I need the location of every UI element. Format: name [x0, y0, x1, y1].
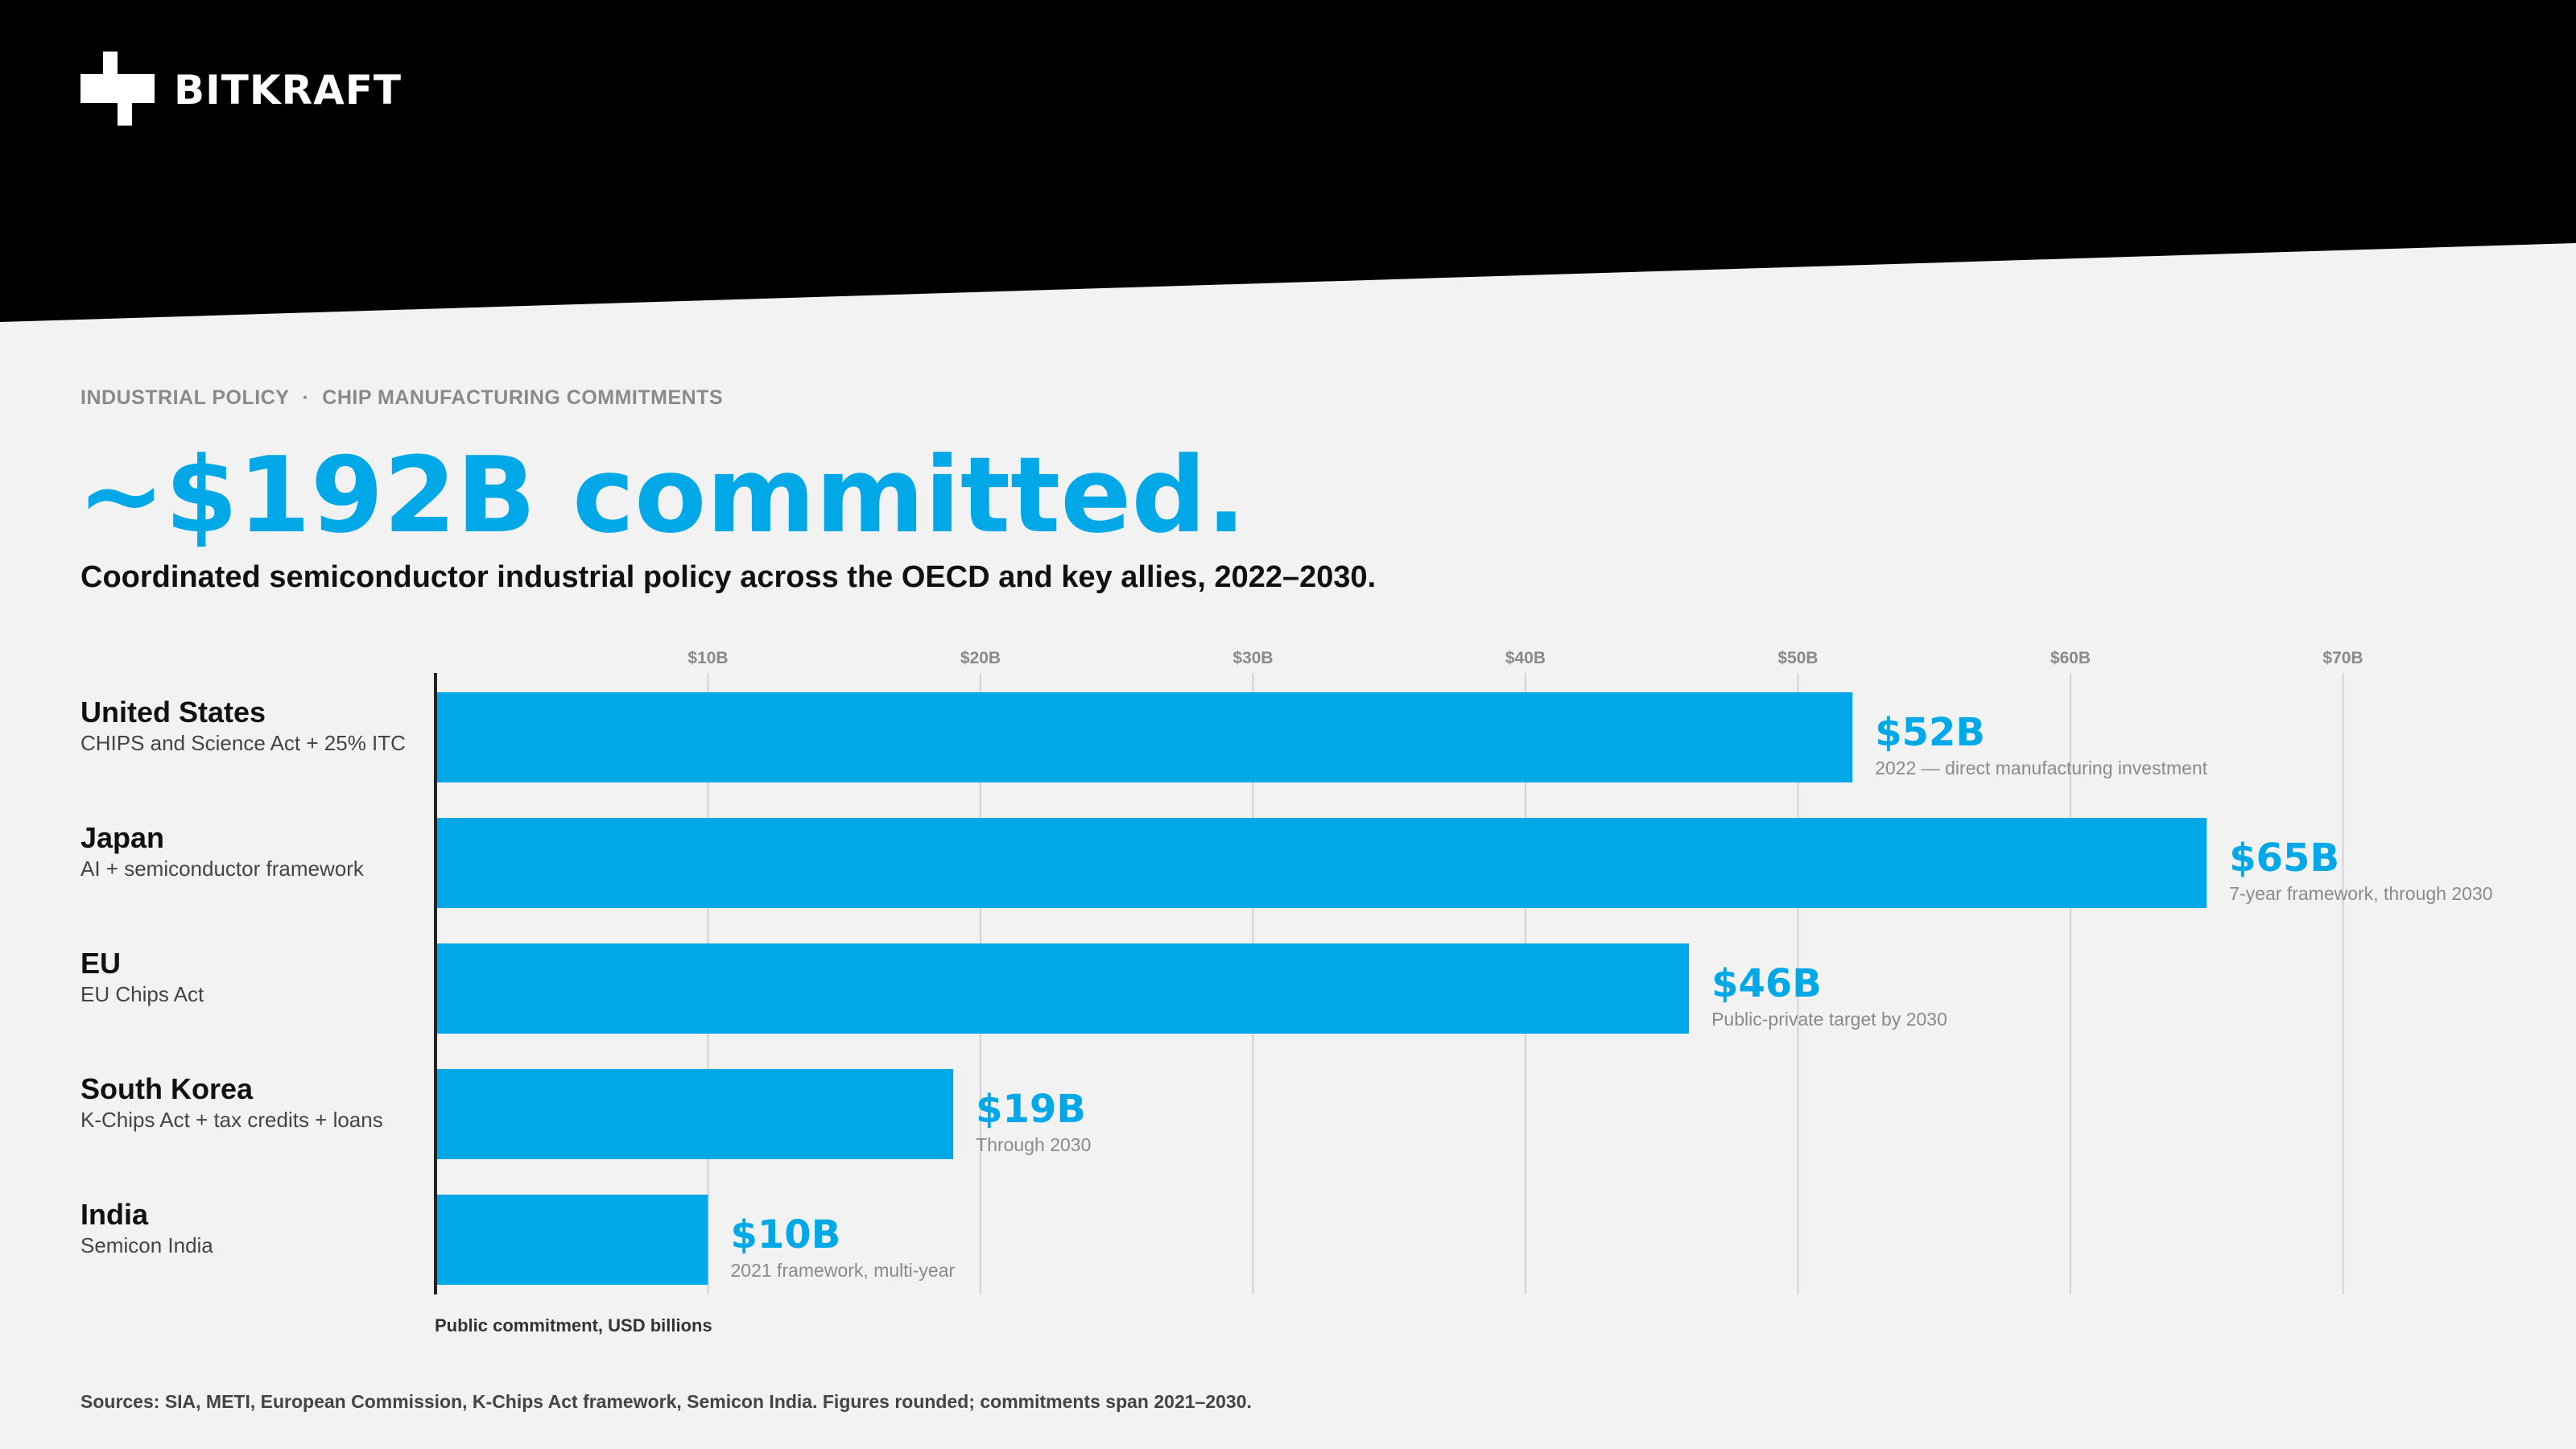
headline: ~$192B committed. — [77, 434, 1246, 556]
bitkraft-logo-icon — [80, 52, 155, 126]
x-tick-label: $30B — [1232, 649, 1273, 667]
eyebrow-separator: · — [302, 386, 310, 409]
policy-name: AI + semiconductor framework — [80, 857, 364, 881]
commitments-bar-chart: United States CHIPS and Science Act + 25%… — [0, 636, 2576, 1360]
bar-south-korea — [437, 1069, 954, 1159]
row-label: South Korea K-Chips Act + tax credits + l… — [80, 1072, 419, 1133]
bar-india — [437, 1195, 708, 1285]
brand-name: BITKRAFT — [174, 67, 402, 114]
bar-note: Public-private target by 2030 — [1711, 1009, 1947, 1030]
policy-name: EU Chips Act — [80, 982, 204, 1006]
x-tick-label: $20B — [960, 649, 1001, 667]
policy-name: Semicon India — [80, 1233, 213, 1257]
eyebrow-topic: CHIP MANUFACTURING COMMITMENTS — [322, 386, 724, 409]
brand-logo: BITKRAFT — [80, 52, 402, 126]
value-label: $10B — [731, 1212, 841, 1257]
value-label: $52B — [1875, 710, 1985, 755]
bar-note: 2021 framework, multi-year — [731, 1260, 956, 1281]
policy-name: K-Chips Act + tax credits + loans — [80, 1108, 383, 1132]
header-banner — [0, 0, 2576, 322]
value-label: $46B — [1711, 961, 1822, 1006]
eyebrow-category: INDUSTRIAL POLICY — [80, 386, 290, 409]
row-label: EU EU Chips Act — [80, 947, 419, 1008]
country-name: EU — [80, 947, 122, 980]
value-label: $65B — [2229, 836, 2339, 881]
bar-eu — [437, 943, 1690, 1034]
policy-name: CHIPS and Science Act + 25% ITC — [80, 731, 406, 755]
bar-note: Through 2030 — [976, 1134, 1091, 1155]
x-axis-caption: Public commitment, USD billions — [435, 1315, 712, 1335]
chart-plot: $10B $20B $30B $40B $50B $60B $70B $52B 2022 — d… — [434, 649, 2493, 1294]
eyebrow: INDUSTRIAL POLICY · CHIP MANUFACTURING COM… — [80, 386, 723, 410]
x-tick-label: $60B — [2050, 649, 2091, 667]
bar-note: 7-year framework, through 2030 — [2229, 883, 2492, 904]
country-name: India — [80, 1198, 149, 1231]
sources-note: Sources: SIA, METI, European Commission,… — [80, 1391, 1252, 1412]
bar-note: 2022 — direct manufacturing investment — [1875, 758, 2208, 778]
x-tick-label: $70B — [2322, 649, 2363, 667]
bar-united-states — [437, 692, 1853, 782]
country-name: United States — [80, 696, 266, 729]
row-label: India Semicon India — [80, 1198, 419, 1259]
value-label: $19B — [976, 1087, 1086, 1132]
x-tick-label: $50B — [1777, 649, 1818, 667]
x-tick-label: $40B — [1505, 649, 1546, 667]
country-name: Japan — [80, 821, 165, 854]
x-tick-label: $10B — [687, 649, 728, 667]
subtitle: Coordinated semiconductor industrial pol… — [80, 560, 1377, 594]
row-label: Japan AI + semiconductor framework — [80, 821, 419, 882]
country-name: South Korea — [80, 1072, 254, 1105]
row-label: United States CHIPS and Science Act + 25%… — [80, 696, 419, 757]
bar-japan — [437, 818, 2207, 908]
